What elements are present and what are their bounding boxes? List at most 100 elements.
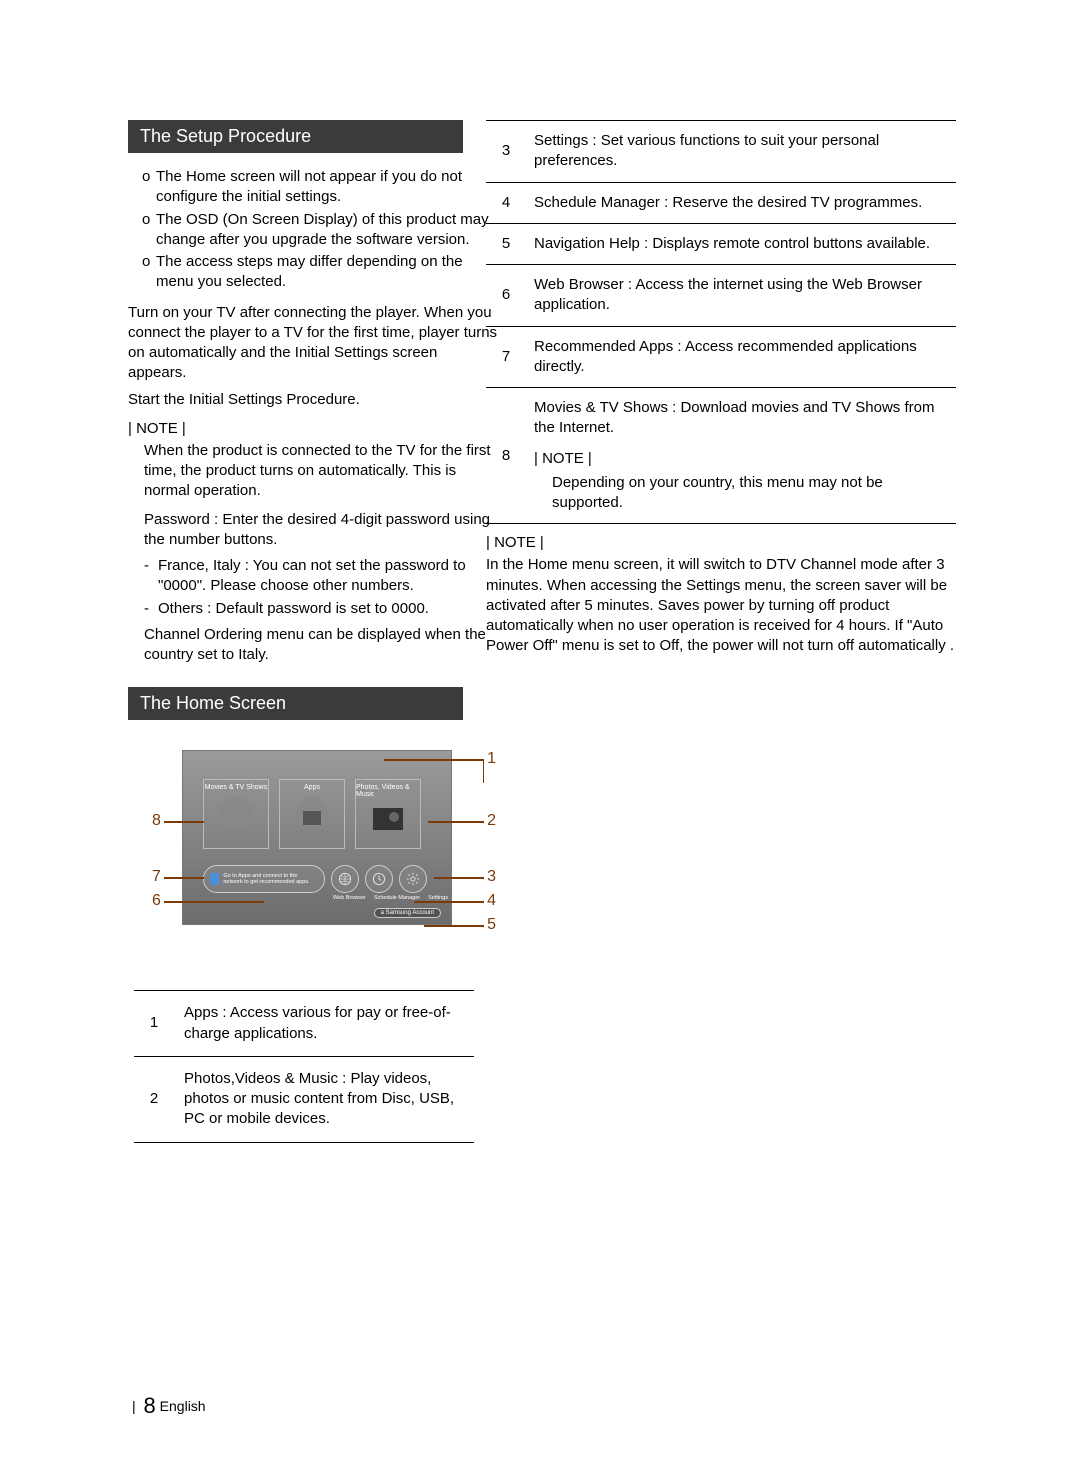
list-item: o The access steps may differ depending …: [142, 252, 498, 293]
globe-icon: [338, 872, 352, 886]
legend-text: Web Browser : Access the internet using …: [526, 265, 956, 327]
bullet-text: The access steps may differ depending on…: [156, 252, 498, 293]
callout-number: 8: [152, 812, 161, 830]
table-row: 6 Web Browser : Access the internet usin…: [486, 265, 956, 327]
screen-frame: Movies & TV Shows Apps Photos, Videos & …: [182, 750, 452, 925]
circle-icon: [221, 797, 251, 827]
setup-paragraph-2: Start the Initial Settings Procedure.: [128, 390, 498, 410]
reco-text: Go to Apps and connect to the network to…: [223, 873, 318, 885]
settings-pill: [399, 865, 427, 893]
bullet-icon: o: [142, 210, 156, 251]
bullet-text: Others : Default password is set to 0000…: [158, 599, 498, 619]
setup-bullet-list: o The Home screen will not appear if you…: [142, 167, 498, 293]
legend-text: Photos,Videos & Music : Play videos, pho…: [174, 1056, 474, 1142]
bullet-text: The Home screen will not appear if you d…: [156, 167, 498, 208]
tile-photos: Photos, Videos & Music: [355, 779, 421, 849]
camera-icon: [373, 808, 403, 830]
legend-number: 3: [486, 121, 526, 183]
account-text: a Samsung Account: [381, 910, 434, 916]
list-item: o The Home screen will not appear if you…: [142, 167, 498, 208]
schedule-pill: [365, 865, 393, 893]
right-column: 3 Settings : Set various functions to su…: [486, 120, 966, 663]
legend-number: 6: [486, 265, 526, 327]
manual-page: The Setup Procedure o The Home screen wi…: [0, 0, 1080, 1477]
callout-number: 2: [487, 812, 496, 830]
legend-text: Apps : Access various for pay or free-of…: [174, 991, 474, 1057]
gear-icon: [406, 872, 420, 886]
note-label: | NOTE |: [486, 534, 966, 551]
callout-number: 6: [152, 892, 161, 910]
note-body: When the product is connected to the TV …: [144, 441, 498, 502]
web-browser-pill: [331, 865, 359, 893]
legend-cell-8: Movies & TV Shows : Download movies and …: [526, 388, 956, 524]
dash-icon: -: [144, 556, 158, 597]
tile-apps: Apps: [279, 779, 345, 849]
list-item: - Others : Default password is set to 00…: [144, 599, 498, 619]
tile-row: Movies & TV Shows Apps Photos, Videos & …: [203, 779, 421, 849]
callout-number: 1: [487, 750, 496, 768]
clock-icon: [372, 872, 386, 886]
page-number: 8: [144, 1393, 156, 1418]
callout-line: [384, 759, 484, 761]
home-legend-table-right: 3 Settings : Set various functions to su…: [486, 120, 956, 524]
callout-line: [483, 759, 485, 783]
table-row: 3 Settings : Set various functions to su…: [486, 121, 956, 183]
thumbnail-icon: [210, 873, 219, 885]
callout-line: [414, 901, 484, 903]
password-paragraph: Password : Enter the desired 4-digit pas…: [144, 510, 498, 551]
left-column: The Setup Procedure o The Home screen wi…: [128, 120, 498, 1143]
callout-line: [424, 925, 484, 927]
dash-icon: -: [144, 599, 158, 619]
home-legend-table-left: 1 Apps : Access various for pay or free-…: [134, 990, 474, 1142]
bullet-icon: o: [142, 167, 156, 208]
channel-paragraph: Channel Ordering menu can be displayed w…: [144, 625, 498, 666]
recommended-pill: Go to Apps and connect to the network to…: [203, 865, 325, 893]
callout-line: [428, 821, 484, 823]
tile-label: Apps: [304, 784, 320, 791]
setup-paragraph-1: Turn on your TV after connecting the pla…: [128, 303, 498, 384]
callout-number: 3: [487, 868, 496, 886]
legend-number: 1: [134, 991, 174, 1057]
legend-text: Settings : Set various functions to suit…: [526, 121, 956, 183]
note-body: Depending on your country, this menu may…: [552, 473, 948, 514]
tile-label: Movies & TV Shows: [205, 784, 268, 791]
table-row: 5 Navigation Help : Displays remote cont…: [486, 223, 956, 264]
note-label: | NOTE |: [534, 449, 948, 469]
bullet-icon: o: [142, 252, 156, 293]
table-row: 1 Apps : Access various for pay or free-…: [134, 991, 474, 1057]
callout-line: [164, 821, 204, 823]
callout-number: 5: [487, 916, 496, 934]
bottom-row: Go to Apps and connect to the network to…: [203, 865, 427, 893]
account-pill: a Samsung Account: [374, 908, 441, 918]
page-footer: | 8 English: [128, 1393, 206, 1419]
section-header-home: The Home Screen: [128, 687, 463, 720]
legend-number: 8: [486, 388, 526, 524]
note-label: | NOTE |: [128, 420, 498, 437]
legend-number: 2: [134, 1056, 174, 1142]
list-item: - France, Italy : You can not set the pa…: [144, 556, 498, 597]
legend-text: Movies & TV Shows : Download movies and …: [534, 398, 948, 439]
section-header-setup: The Setup Procedure: [128, 120, 463, 153]
footer-language: English: [160, 1398, 206, 1414]
bullet-text: The OSD (On Screen Display) of this prod…: [156, 210, 498, 251]
bullet-text: France, Italy : You can not set the pass…: [158, 556, 498, 597]
legend-text: Schedule Manager : Reserve the desired T…: [526, 182, 956, 223]
tile-movies: Movies & TV Shows: [203, 779, 269, 849]
callout-number: 7: [152, 868, 161, 886]
callout-line: [164, 877, 204, 879]
table-row: 2 Photos,Videos & Music : Play videos, p…: [134, 1056, 474, 1142]
list-item: o The OSD (On Screen Display) of this pr…: [142, 210, 498, 251]
callout-line: [164, 901, 264, 903]
table-row: 4 Schedule Manager : Reserve the desired…: [486, 182, 956, 223]
home-screen-diagram: Movies & TV Shows Apps Photos, Videos & …: [154, 750, 494, 950]
overlap-icon: [303, 811, 321, 825]
legend-number: 7: [486, 326, 526, 388]
table-row: 8 Movies & TV Shows : Download movies an…: [486, 388, 956, 524]
table-row: 7 Recommended Apps : Access recommended …: [486, 326, 956, 388]
sublabel: Web Browser: [333, 895, 366, 901]
footer-bar: |: [132, 1398, 136, 1414]
callout-number: 4: [487, 892, 496, 910]
legend-number: 4: [486, 182, 526, 223]
tile-label: Photos, Videos & Music: [356, 784, 420, 798]
note-body: In the Home menu screen, it will switch …: [486, 555, 966, 656]
